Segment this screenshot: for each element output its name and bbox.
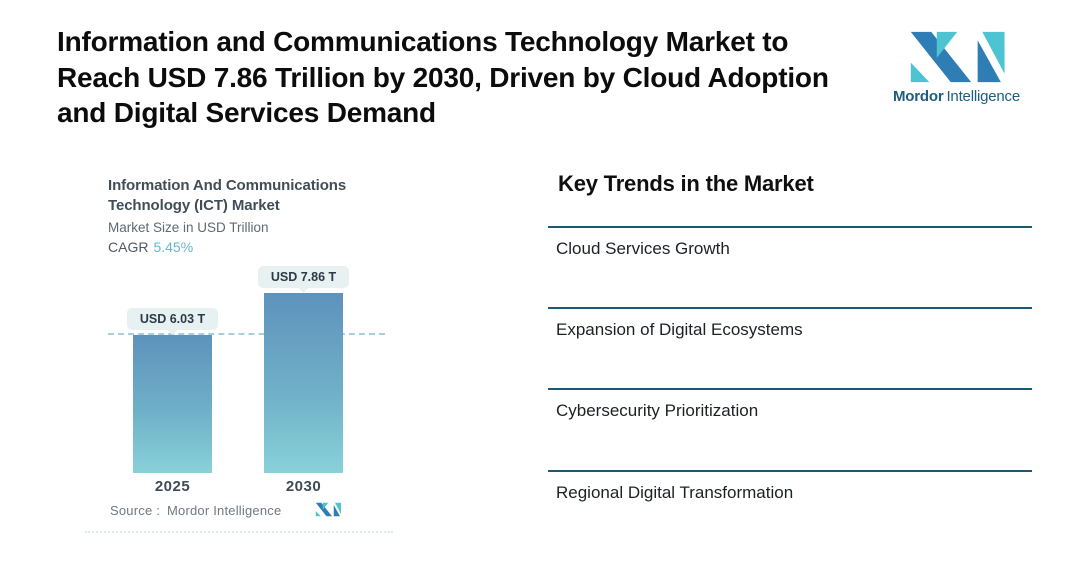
page-title-line-2: Reach USD 7.86 Trillion by 2030, Driven … <box>57 61 829 93</box>
bar-chart: USD 6.03 T USD 7.86 T <box>85 163 393 473</box>
chart-source: Source : Mordor Intelligence <box>110 503 281 518</box>
chart-subtitle: Market Size in USD Trillion <box>108 220 269 235</box>
mordor-intelligence-mini-logo-icon <box>315 502 341 517</box>
cagr-label: CAGR <box>108 239 149 255</box>
chart-title-line-1: Information And Communications <box>108 177 347 194</box>
bar-2025 <box>133 335 212 473</box>
brand-logo: Mordor Intelligence <box>893 29 1033 105</box>
cagr-value: 5.45% <box>153 239 194 255</box>
chart-card: Information And Communications Technolog… <box>85 163 393 533</box>
trend-item-cloud-services: Cloud Services Growth <box>548 226 1032 259</box>
bar-column: USD 6.03 T <box>126 308 219 473</box>
brand-name-bold: Mordor <box>893 88 944 105</box>
reference-dashed-line <box>108 333 385 335</box>
page-title-line-3: and Digital Services Demand <box>57 97 436 128</box>
x-axis-label-2030: 2030 <box>285 478 322 495</box>
page-title-line-1: Information and Communications Technolog… <box>57 26 789 57</box>
trend-item-digital-ecosystems: Expansion of Digital Ecosystems <box>548 307 1032 340</box>
chart-title-line-2: Technology (ICT) Market <box>108 197 280 214</box>
trend-item-cybersecurity: Cybersecurity Prioritization <box>548 388 1032 421</box>
x-axis-label-2025: 2025 <box>154 478 191 495</box>
bar-2030 <box>264 293 343 473</box>
source-label: Source : <box>110 503 161 518</box>
bar-column: USD 7.86 T <box>257 266 350 473</box>
mordor-intelligence-logo-icon <box>910 31 1005 83</box>
page-title: Information and Communications Technolog… <box>57 24 897 131</box>
chart-cagr: CAGR 5.45% <box>108 239 393 255</box>
trend-item-regional-transformation: Regional Digital Transformation <box>548 470 1032 503</box>
source-value: Mordor Intelligence <box>167 503 282 518</box>
bar-value-label: USD 7.86 T <box>257 266 350 288</box>
key-trends-section: Key Trends in the Market Cloud Services … <box>548 165 1032 502</box>
bar-value-label: USD 6.03 T <box>126 308 219 330</box>
brand-name-regular: Intelligence <box>946 88 1020 105</box>
key-trends-heading: Key Trends in the Market <box>558 171 814 196</box>
chart-title: Information And Communications Technolog… <box>108 176 393 216</box>
brand-name: Mordor Intelligence <box>893 88 1033 105</box>
